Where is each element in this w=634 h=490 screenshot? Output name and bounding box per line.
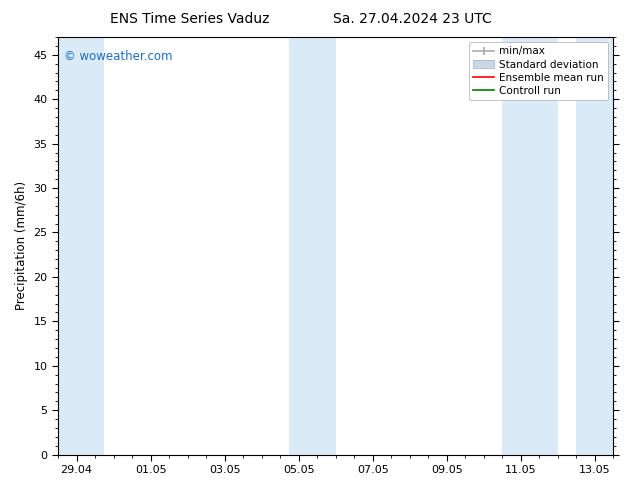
Bar (576, 37, 614, 455)
Y-axis label: Precipitation (mm/6h): Precipitation (mm/6h) (15, 181, 28, 310)
Text: © woweather.com: © woweather.com (63, 49, 172, 63)
Bar (58, 37, 105, 455)
Bar (502, 37, 558, 455)
Legend: min/max, Standard deviation, Ensemble mean run, Controll run: min/max, Standard deviation, Ensemble me… (469, 42, 608, 100)
Bar (290, 37, 336, 455)
Text: Sa. 27.04.2024 23 UTC: Sa. 27.04.2024 23 UTC (333, 12, 491, 26)
Text: ENS Time Series Vaduz: ENS Time Series Vaduz (110, 12, 270, 26)
